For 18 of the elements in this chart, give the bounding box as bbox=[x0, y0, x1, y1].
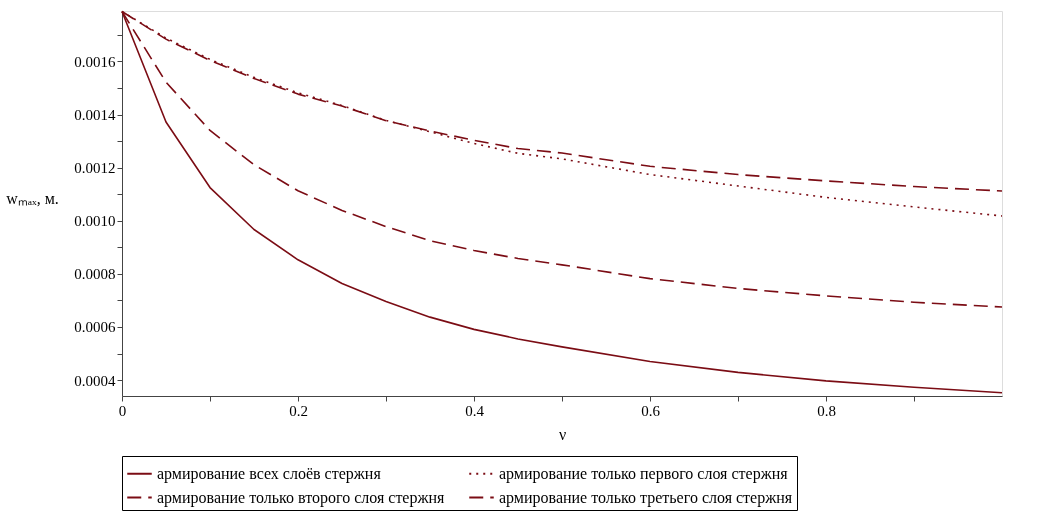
y-tick-label: 0.0012 bbox=[74, 160, 116, 177]
x-tick-label: 0.8 bbox=[817, 402, 836, 419]
y-tick-label: 0.0004 bbox=[74, 372, 116, 389]
x-tick-label: 0 bbox=[118, 402, 127, 419]
x-axis-title: ν bbox=[558, 425, 567, 443]
x-tick-label: 0.2 bbox=[289, 402, 308, 419]
y-axis-title: wₘₐₓ, м. bbox=[6, 189, 59, 207]
legend-label: армирование только второго слоя стержня bbox=[157, 488, 446, 507]
legend-label: армирование всех слоёв стержня bbox=[157, 464, 382, 483]
y-tick-label: 0.0006 bbox=[74, 319, 116, 336]
y-tick-label: 0.0014 bbox=[74, 107, 116, 124]
y-tick-label: 0.0016 bbox=[74, 53, 116, 70]
x-tick-label: 0.6 bbox=[641, 402, 661, 419]
legend-label: армирование только первого слоя стержня bbox=[499, 464, 789, 483]
y-tick-label: 0.0008 bbox=[74, 266, 116, 283]
x-tick-label: 0.4 bbox=[465, 402, 485, 419]
legend-label: армирование только третьего слоя стержня bbox=[499, 488, 793, 507]
y-tick-label: 0.0010 bbox=[74, 213, 116, 230]
